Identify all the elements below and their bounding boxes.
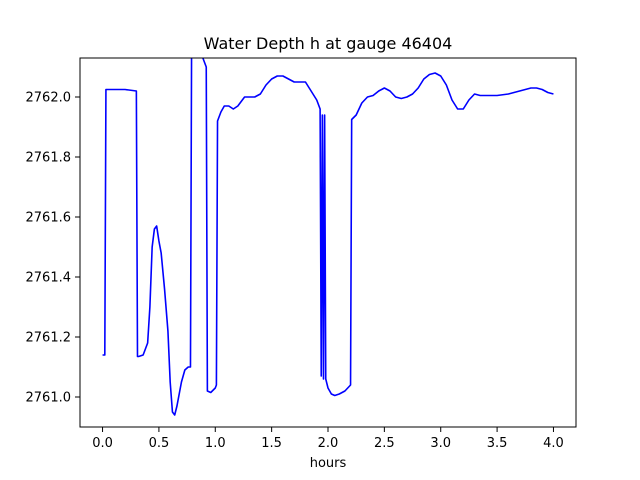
y-tick-label: 2761.8 <box>26 151 72 166</box>
plot-frame <box>79 57 577 428</box>
series-line-0 <box>102 58 554 416</box>
y-tick-label: 2762.0 <box>26 91 72 106</box>
x-axis: 0.0 0.5 1.0 1.5 2.0 2.5 3.0 3.5 4.0 <box>92 427 564 451</box>
x-tick-label: 1.5 <box>261 436 282 451</box>
y-tick-label: 2761.4 <box>26 271 72 286</box>
x-tick-label: 0.5 <box>149 436 170 451</box>
x-tick-label: 3.0 <box>430 436 451 451</box>
y-tick-label: 2761.0 <box>26 391 72 406</box>
x-tick-label: 4.0 <box>543 436 564 451</box>
y-tick-label: 2761.6 <box>26 211 72 226</box>
x-tick-label: 0.0 <box>92 436 113 451</box>
x-tick-label: 3.5 <box>487 436 508 451</box>
y-axis: 2761.0 2761.2 2761.4 2761.6 2761.8 2762.0 <box>26 91 80 406</box>
chart-title: Water Depth h at gauge 46404 <box>204 34 453 53</box>
y-tick-label: 2761.2 <box>26 331 72 346</box>
x-tick-label: 2.5 <box>374 436 395 451</box>
x-tick-label: 1.0 <box>205 436 226 451</box>
x-tick-label: 2.0 <box>318 436 339 451</box>
x-axis-label: hours <box>310 456 347 471</box>
series-layer <box>102 58 554 416</box>
